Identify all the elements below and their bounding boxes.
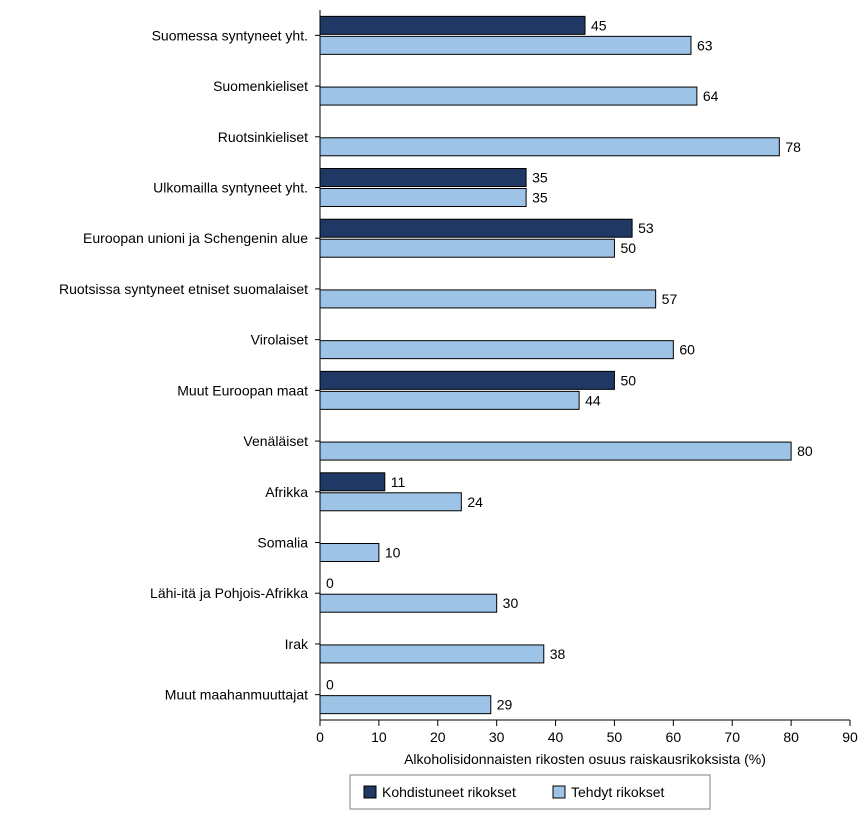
x-tick-label: 90	[842, 729, 858, 745]
bar-tehdyt	[320, 341, 673, 359]
category-label: Suomenkieliset	[213, 78, 308, 94]
category-label: Venäläiset	[243, 433, 308, 449]
bar-value-label: 38	[550, 646, 566, 662]
x-tick-label: 0	[316, 729, 324, 745]
bar-chart: 0 10 20 30 40 50 60 70 80 90 Alkoholisidonnaisten …	[0, 0, 867, 822]
x-axis-title: Alkoholisidonnaisten rikosten osuus rais…	[404, 751, 766, 767]
bar-value-label: 11	[391, 474, 406, 490]
bar-tehdyt	[320, 442, 791, 460]
chart-container: 0 10 20 30 40 50 60 70 80 90 Alkoholisidonnaisten …	[0, 0, 867, 822]
bar-kohdistuneet	[320, 219, 632, 237]
bar-value-label: 64	[703, 88, 719, 104]
category-label: Afrikka	[265, 484, 308, 500]
category-label: Lähi-itä ja Pohjois-Afrikka	[150, 585, 308, 601]
bar-value-label: 57	[662, 291, 678, 307]
x-tick-label: 60	[666, 729, 682, 745]
bar-tehdyt	[320, 493, 461, 511]
x-tick-label: 40	[548, 729, 564, 745]
category-label: Ulkomailla syntyneet yht.	[153, 180, 308, 196]
category-label: Muut Euroopan maat	[177, 382, 308, 398]
bar-tehdyt	[320, 290, 656, 308]
bar-tehdyt	[320, 189, 526, 207]
bar-value-label: 0	[326, 575, 334, 591]
bar-value-label: 63	[697, 37, 713, 53]
bar-value-label: 45	[591, 17, 607, 33]
bar-kohdistuneet	[320, 473, 385, 491]
bar-value-label: 60	[679, 342, 695, 358]
category-label: Suomessa syntyneet yht.	[152, 27, 308, 43]
bar-value-label: 78	[785, 139, 801, 155]
category-label: Euroopan unioni ja Schengenin alue	[83, 230, 308, 246]
bar-tehdyt	[320, 544, 379, 562]
bar-value-label: 44	[585, 392, 601, 408]
bar-kohdistuneet	[320, 169, 526, 187]
bar-value-label: 53	[638, 220, 654, 236]
bar-tehdyt	[320, 87, 697, 105]
x-tick-label: 50	[607, 729, 623, 745]
bar-tehdyt	[320, 391, 579, 409]
legend-swatch	[364, 786, 376, 798]
bar-value-label: 80	[797, 443, 813, 459]
bar-tehdyt	[320, 138, 779, 156]
bar-value-label: 10	[385, 545, 401, 561]
category-label: Virolaiset	[251, 332, 308, 348]
category-label: Ruotsinkieliset	[218, 129, 308, 145]
bar-kohdistuneet	[320, 371, 614, 389]
bar-value-label: 50	[620, 372, 636, 388]
category-label: Somalia	[257, 535, 308, 551]
bar-value-label: 50	[620, 240, 636, 256]
bar-value-label: 35	[532, 190, 548, 206]
bar-tehdyt	[320, 645, 544, 663]
x-tick-label: 10	[371, 729, 387, 745]
x-tick-label: 70	[724, 729, 740, 745]
legend-label: Tehdyt rikokset	[571, 784, 664, 800]
bar-value-label: 35	[532, 170, 548, 186]
legend-swatch	[553, 786, 565, 798]
bar-value-label: 29	[497, 697, 513, 713]
bar-kohdistuneet	[320, 16, 585, 34]
category-label: Ruotsissa syntyneet etniset suomalaiset	[59, 281, 308, 297]
bar-tehdyt	[320, 239, 614, 257]
category-label: Irak	[285, 636, 309, 652]
bar-value-label: 30	[503, 595, 519, 611]
bar-value-label: 0	[326, 677, 334, 693]
x-tick-label: 20	[430, 729, 446, 745]
bar-tehdyt	[320, 594, 497, 612]
x-tick-label: 80	[783, 729, 799, 745]
bar-tehdyt	[320, 36, 691, 54]
bar-tehdyt	[320, 696, 491, 714]
category-label: Muut maahanmuuttajat	[165, 687, 308, 703]
x-tick-label: 30	[489, 729, 505, 745]
bar-value-label: 24	[467, 494, 483, 510]
legend-label: Kohdistuneet rikokset	[382, 784, 516, 800]
